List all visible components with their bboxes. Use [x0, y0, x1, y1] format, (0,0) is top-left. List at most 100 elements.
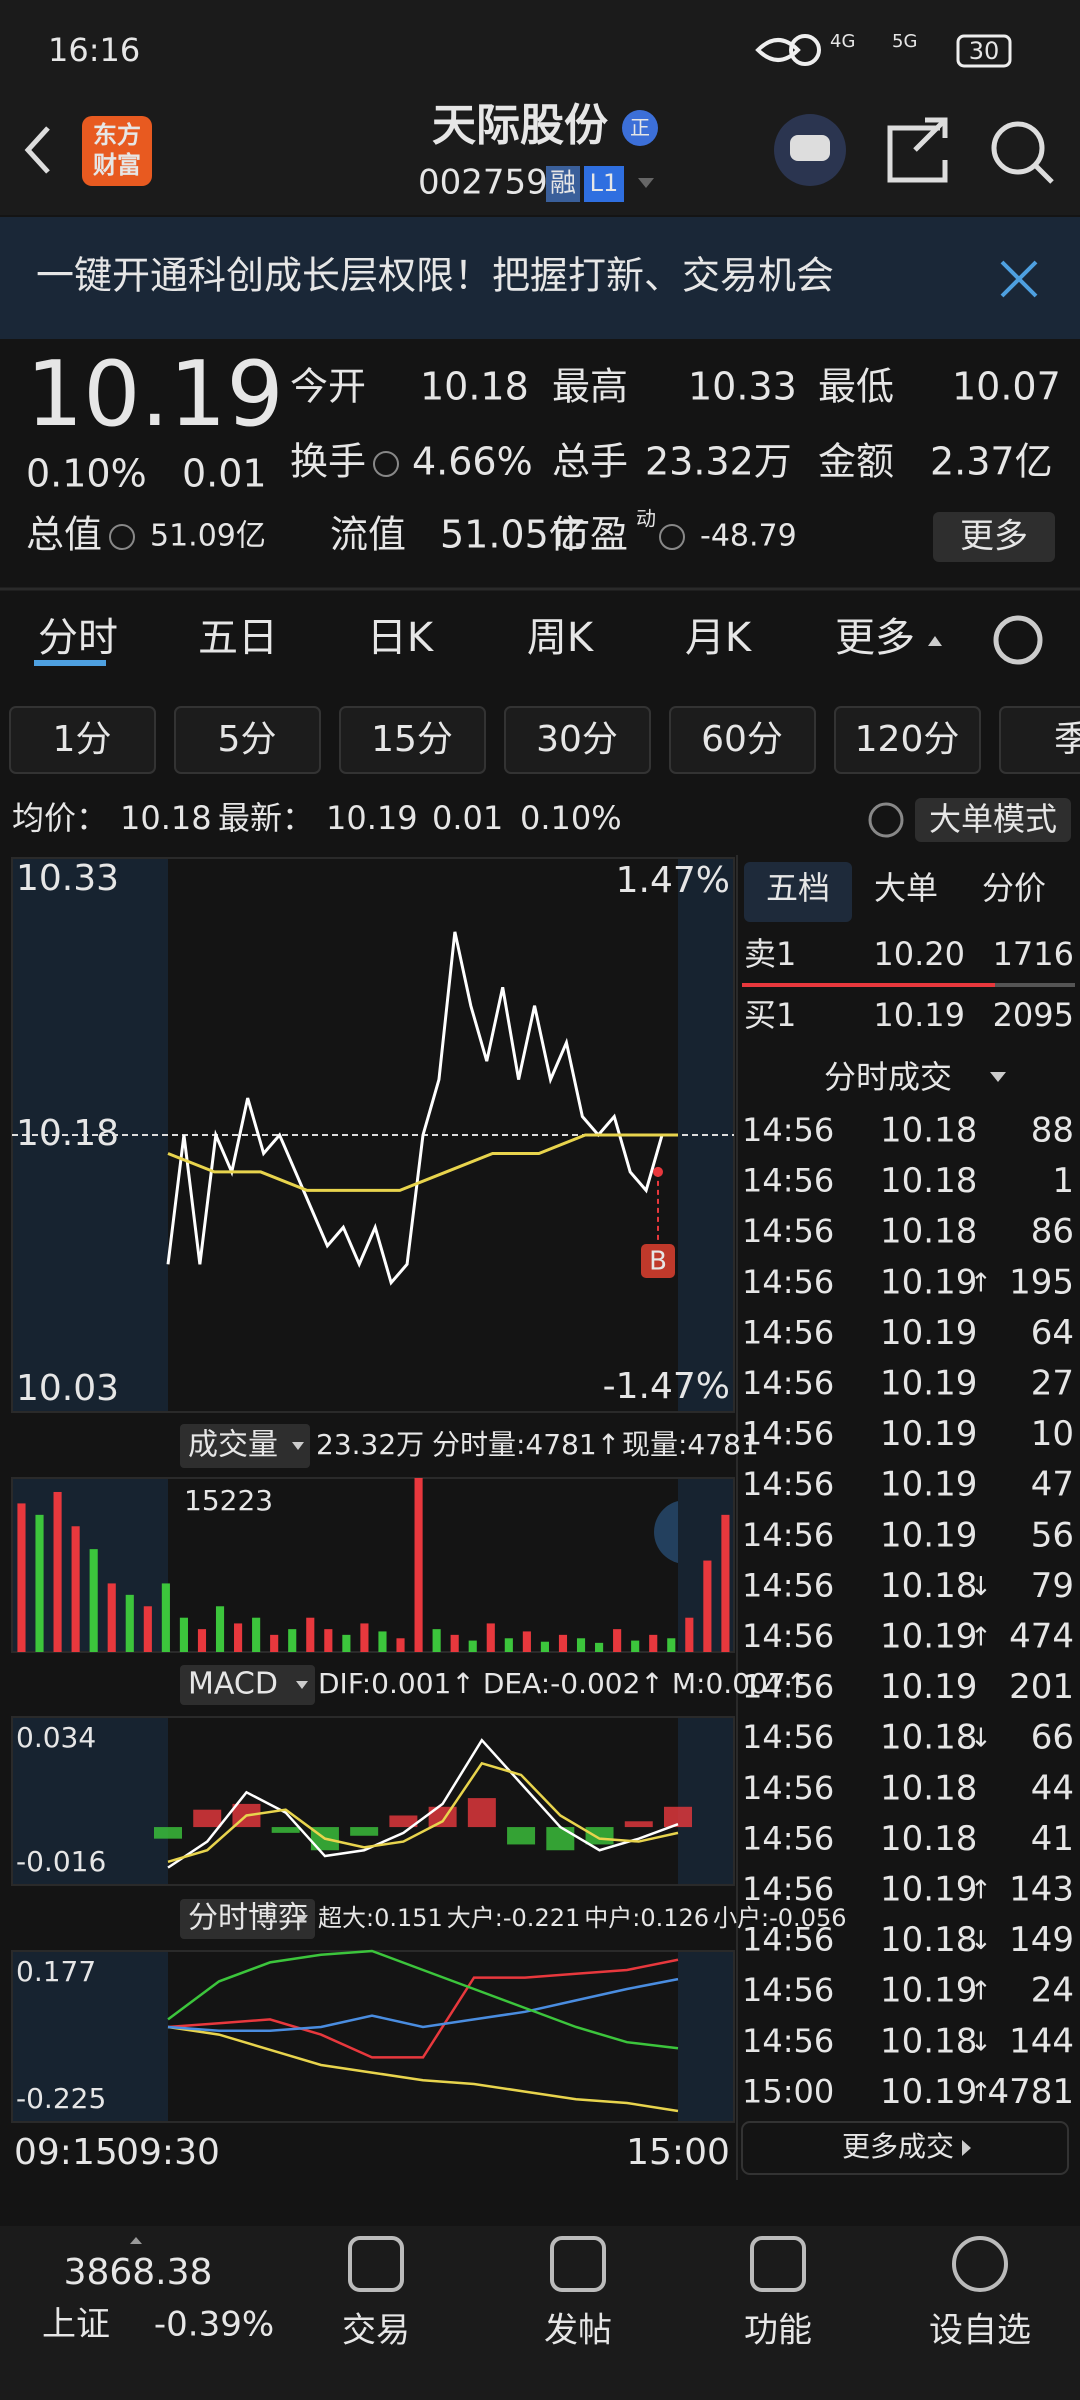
logo[interactable]: [82, 116, 152, 186]
series-line: [167, 1977, 679, 2033]
volume-bar: [179, 1617, 188, 1652]
trade-time: 14:56: [742, 1162, 834, 1200]
field-label: 市盈: [552, 513, 628, 557]
macd-bar: [507, 1827, 536, 1845]
trade-volume: 27: [1031, 1364, 1074, 1404]
volume-bar: [35, 1514, 44, 1652]
field-value: 2.37亿: [930, 440, 1053, 484]
macd-bar: [467, 1798, 496, 1828]
trade-time: 14:56: [742, 1364, 834, 1402]
mode-button[interactable]: [915, 798, 1071, 842]
period-button[interactable]: [174, 706, 321, 774]
volume-bar: [703, 1560, 712, 1652]
tag-bg: [584, 166, 624, 202]
trade-time: 14:56: [742, 1870, 834, 1908]
trade-arrow: ↓: [970, 1926, 992, 1956]
period-button[interactable]: [834, 706, 981, 774]
share-button[interactable]: [887, 117, 948, 183]
indicator-button[interactable]: [180, 1424, 310, 1468]
search-button[interactable]: [991, 121, 1045, 175]
info-icon[interactable]: [109, 524, 135, 550]
field-value: 51.05亿: [440, 513, 587, 557]
field-label: 换手: [290, 440, 366, 484]
settings-button[interactable]: [993, 615, 1043, 665]
y-tick-label: -0.225: [16, 2082, 106, 2115]
nav-icon[interactable]: [952, 2236, 1008, 2292]
back-button[interactable]: [24, 126, 50, 174]
field-label: 最高: [552, 365, 628, 409]
trade-price: 10.19: [880, 1262, 977, 1302]
field-label: 流值: [330, 513, 406, 557]
indicator-button[interactable]: [180, 1899, 315, 1939]
macd-bar: [154, 1827, 182, 1839]
macd-bar: [585, 1827, 614, 1845]
trade-time: 14:56: [742, 1566, 834, 1604]
volume-bar: [71, 1526, 80, 1652]
latest-label: 最新：: [218, 799, 314, 837]
series-line: [167, 2025, 679, 2113]
period-button[interactable]: [9, 706, 156, 774]
trade-time: 14:56: [742, 1971, 834, 2009]
volume-bar: [270, 1634, 279, 1652]
period-label: 60分: [701, 719, 783, 760]
index-caret: [130, 2237, 142, 2244]
latest-value: 10.19: [326, 799, 418, 837]
period-button[interactable]: [669, 706, 816, 774]
trade-volume: 79: [1031, 1566, 1074, 1606]
tab: 周K: [527, 615, 595, 661]
macd-bar: [624, 1821, 653, 1828]
indicator-button[interactable]: [180, 1665, 315, 1705]
volume-bar: [161, 1583, 170, 1652]
volume-bar: [143, 1606, 152, 1652]
banner-close[interactable]: [1000, 260, 1038, 298]
period-label: 120分: [855, 719, 960, 760]
tab: 分时: [38, 615, 118, 661]
field-value: -48.79: [700, 519, 797, 554]
trade-volume: 201: [1009, 1667, 1074, 1707]
field-value: 23.32万: [645, 440, 792, 484]
info-icon[interactable]: [373, 451, 399, 477]
side-tab-active-bg: [744, 862, 852, 922]
volume-bar: [468, 1640, 477, 1652]
order-price: 10.20: [873, 935, 965, 973]
nav-icon[interactable]: [348, 2236, 404, 2292]
volume-bar: [215, 1606, 225, 1652]
field-value: 10.33: [688, 365, 797, 409]
logo-text: 东方: [93, 121, 141, 149]
nav-icon[interactable]: [750, 2236, 806, 2292]
stock-code: 002759: [418, 163, 548, 203]
dropdown[interactable]: [638, 178, 654, 188]
trade-time: 14:56: [742, 1415, 834, 1453]
search-handle: [1033, 163, 1054, 184]
period-button[interactable]: [504, 706, 651, 774]
indicator-value: DIF:0.001↑: [318, 1667, 475, 1700]
volume-bar: [17, 1503, 26, 1652]
period-button[interactable]: [339, 706, 486, 774]
chart-frame: [11, 1477, 735, 1653]
period-label: 5分: [218, 719, 277, 760]
nav-icon[interactable]: [550, 2236, 606, 2292]
trade-badge[interactable]: [641, 1244, 675, 1278]
trade-price: 10.19: [880, 1465, 977, 1505]
volume-bar: [432, 1629, 441, 1652]
info-icon[interactable]: [659, 524, 685, 550]
trade-price: 10.19: [880, 1617, 977, 1657]
order-price: 10.19: [873, 996, 965, 1034]
post-market-shade: [678, 1951, 734, 2122]
volume-bar: [53, 1491, 62, 1652]
nav-label: 发帖: [544, 2311, 612, 2351]
more-trades-button[interactable]: [741, 2121, 1069, 2175]
side-tab: 分价: [982, 869, 1046, 907]
more-trades-caret: [962, 2140, 971, 2156]
period-label: 30分: [536, 719, 618, 760]
trade-volume: 149: [1009, 1920, 1074, 1960]
trade-badge-text: B: [649, 1247, 667, 1277]
period-button[interactable]: [999, 706, 1080, 774]
trade-time: 15:00: [742, 2072, 834, 2110]
more-button[interactable]: [933, 512, 1055, 562]
y-tick-label: -0.016: [16, 1845, 106, 1878]
pre-market-shade: [12, 1951, 168, 2122]
help-icon[interactable]: [868, 802, 904, 838]
side-tab: 大单: [874, 869, 938, 907]
